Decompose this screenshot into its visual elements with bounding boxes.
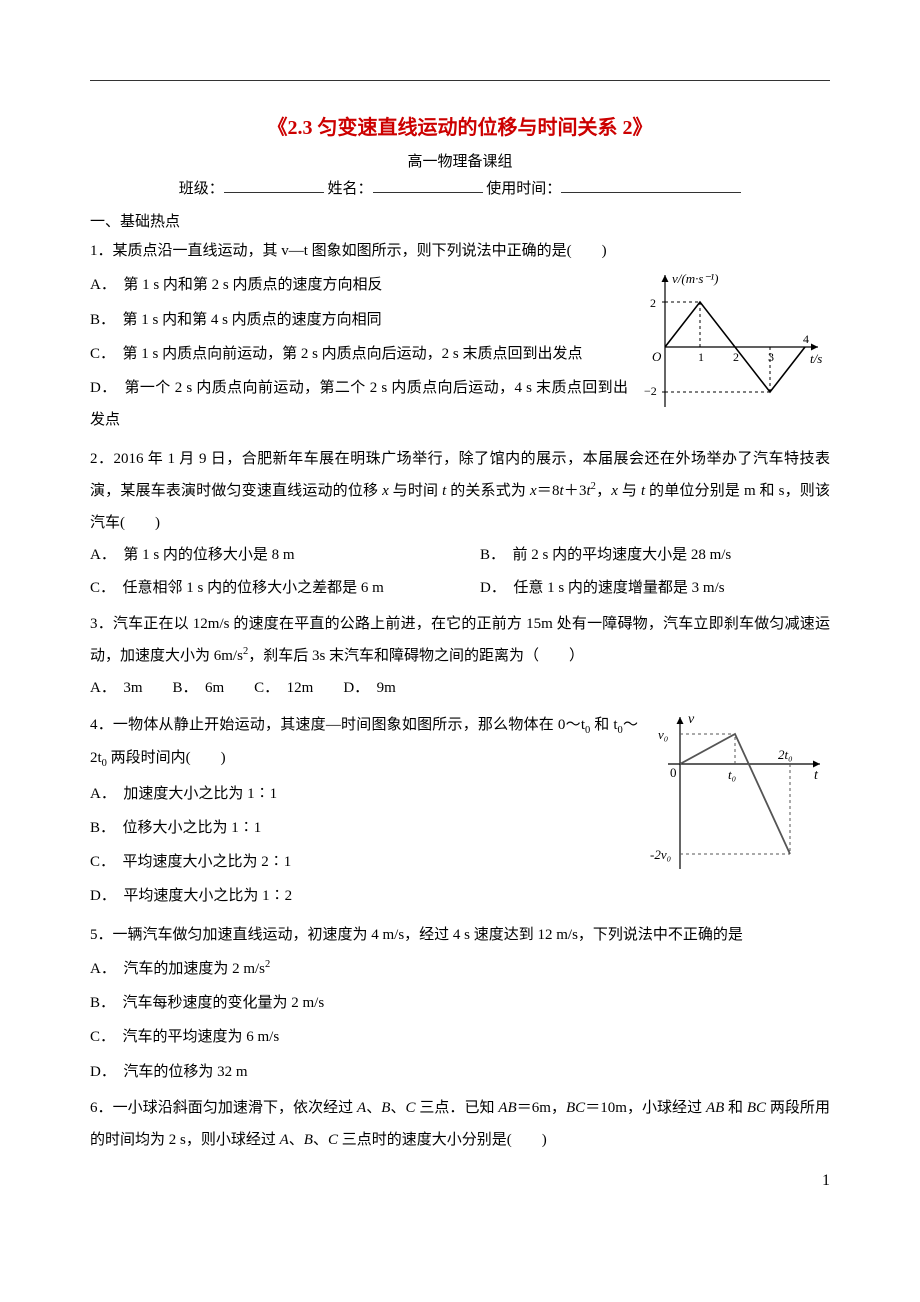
question-2: 2．2016 年 1 月 9 日，合肥新年车展在明珠广场举行，除了馆内的展示，本… — [90, 443, 830, 604]
q4-option-a: A． 加速度大小之比为 1∶1 — [90, 778, 638, 810]
tick-label: 2t₀ — [778, 747, 793, 762]
q2-option-a: A． 第 1 s 内的位移大小是 8 m — [90, 539, 440, 571]
page: 《2.3 匀变速直线运动的位移与时间关系 2》 高一物理备课组 班级： 姓名： … — [0, 0, 920, 1220]
q2-option-d: D． 任意 1 s 内的速度增量都是 3 m/s — [480, 572, 830, 604]
y-axis-label: v/(m·s⁻¹) — [672, 271, 719, 286]
document-title: 《2.3 匀变速直线运动的位移与时间关系 2》 — [90, 111, 830, 140]
q2-option-b: B． 前 2 s 内的平均速度大小是 28 m/s — [480, 539, 830, 571]
x-axis-label: t/s — [810, 351, 822, 366]
tick-label: 1 — [698, 350, 704, 364]
class-label: 班级： — [179, 181, 224, 197]
q1-stem: 1．某质点沿一直线运动，其 v—t 图象如图所示，则下列说法中正确的是( ) — [90, 235, 830, 267]
q5-option-a: A． 汽车的加速度为 2 m/s2 — [90, 953, 830, 985]
q2-stem: 2．2016 年 1 月 9 日，合肥新年车展在明珠广场举行，除了馆内的展示，本… — [90, 443, 830, 540]
q5-option-b: B． 汽车每秒速度的变化量为 2 m/s — [90, 987, 830, 1019]
q2-option-c: C． 任意相邻 1 s 内的位移大小之差都是 6 m — [90, 572, 440, 604]
section-heading: 一、基础热点 — [90, 210, 830, 231]
q1-option-c: C． 第 1 s 内质点向前运动，第 2 s 内质点向后运动，2 s 末质点回到… — [90, 338, 628, 370]
tick-label: 3 — [768, 350, 774, 364]
origin-label: O — [652, 349, 662, 364]
tick-label: 4 — [803, 332, 809, 346]
q1-option-d: D． 第一个 2 s 内质点向前运动，第二个 2 s 内质点向后运动，4 s 末… — [90, 372, 628, 437]
question-1: 1．某质点沿一直线运动，其 v—t 图象如图所示，则下列说法中正确的是( ) A… — [90, 235, 830, 439]
q1-option-a: A． 第 1 s 内和第 2 s 内质点的速度方向相反 — [90, 269, 628, 301]
q5-stem: 5．一辆汽车做匀加速直线运动，初速度为 4 m/s，经过 4 s 速度达到 12… — [90, 919, 830, 951]
tick-label: 2 — [650, 296, 656, 310]
q1-figure: 1 2 3 4 2 −2 O t/s v/(m·s⁻¹) — [640, 267, 830, 417]
origin-label: 0 — [670, 765, 677, 780]
tick-label: t₀ — [728, 767, 736, 782]
question-6: 6．一小球沿斜面匀加速滑下，依次经过 A、B、C 三点．已知 AB＝6m，BC＝… — [90, 1092, 830, 1157]
q5-option-d: D． 汽车的位移为 32 m — [90, 1056, 830, 1088]
subtitle: 高一物理备课组 — [90, 150, 830, 171]
q4-option-b: B． 位移大小之比为 1∶1 — [90, 812, 638, 844]
y-axis-label: v — [688, 712, 695, 727]
q4-option-c: C． 平均速度大小之比为 2∶1 — [90, 846, 638, 878]
question-3: 3．汽车正在以 12m/s 的速度在平直的公路上前进，在它的正前方 15m 处有… — [90, 608, 830, 705]
tick-label: -2v₀ — [650, 847, 671, 862]
q3-stem: 3．汽车正在以 12m/s 的速度在平直的公路上前进，在它的正前方 15m 处有… — [90, 608, 830, 673]
tick-label: −2 — [644, 384, 657, 398]
meta-line: 班级： 姓名： 使用时间： — [90, 177, 830, 198]
q4-figure: 0 v t v₀ -2v₀ t₀ 2t₀ — [650, 709, 830, 879]
top-rule — [90, 80, 830, 81]
q5-option-c: C． 汽车的平均速度为 6 m/s — [90, 1021, 830, 1053]
q4-stem: 4．一物体从静止开始运动，其速度—时间图象如图所示，那么物体在 0～t0 和 t… — [90, 709, 638, 776]
page-number: 1 — [822, 1172, 830, 1190]
name-label: 姓名： — [327, 181, 372, 197]
q4-option-d: D． 平均速度大小之比为 1∶2 — [90, 880, 638, 912]
name-blank — [373, 178, 483, 193]
q3-options: A． 3m B． 6m C． 12m D． 9m — [90, 672, 830, 704]
x-axis-label: t — [814, 768, 819, 783]
tick-label: v₀ — [658, 727, 668, 742]
time-blank — [561, 178, 741, 193]
q6-stem: 6．一小球沿斜面匀加速滑下，依次经过 A、B、C 三点．已知 AB＝6m，BC＝… — [90, 1092, 830, 1157]
time-label: 使用时间： — [486, 181, 561, 197]
q1-option-b: B． 第 1 s 内和第 4 s 内质点的速度方向相同 — [90, 304, 628, 336]
question-4: 4．一物体从静止开始运动，其速度—时间图象如图所示，那么物体在 0～t0 和 t… — [90, 709, 830, 915]
question-5: 5．一辆汽车做匀加速直线运动，初速度为 4 m/s，经过 4 s 速度达到 12… — [90, 919, 830, 1088]
class-blank — [224, 178, 324, 193]
